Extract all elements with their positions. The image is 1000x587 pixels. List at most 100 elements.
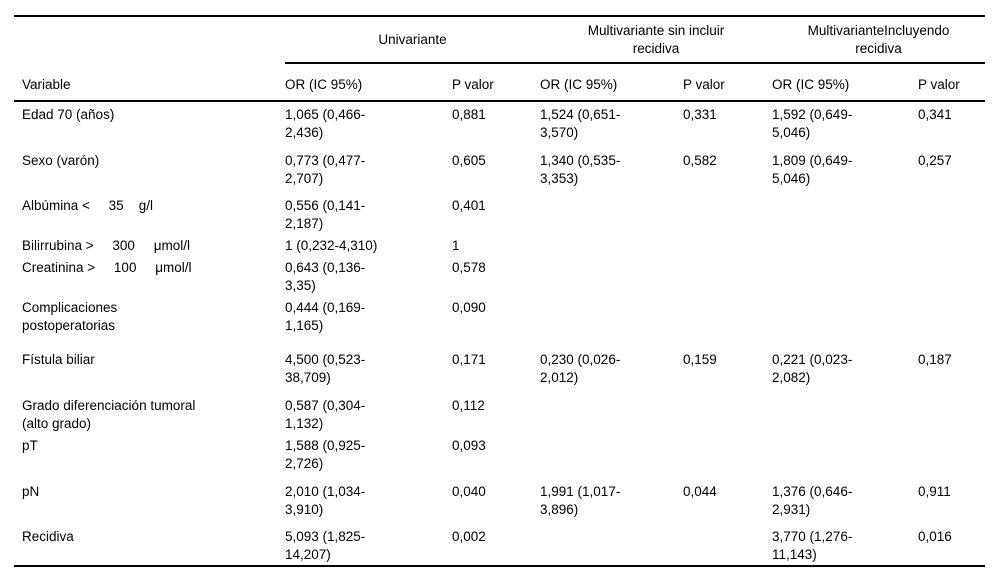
univariate-p-cell: 0,401 [452,198,486,213]
multivariate-incl-p-cell [918,233,985,255]
group-header-spacer [14,15,285,63]
multivariate-incl-or-cell [772,233,918,255]
variable-cell: Bilirrubina ˃ 300 μmol/l [22,238,190,253]
multivariate-excl-p-cell [683,233,772,255]
table-row-creatinina: Creatinina > 100 μmol/l 0,643 (0,136- 3,… [14,255,985,295]
univariate-or-cell: 0,643 (0,136- 3,35) [285,260,366,293]
variable-cell: Complicaciones postoperatorias [22,300,118,333]
multivariate-excl-or-cell [540,233,683,255]
multivariate-excl-or-cell: 1,524 (0,651- 3,570) [540,107,621,140]
multivariate-incl-or-cell: 1,592 (0,649- 5,046) [772,107,853,140]
univariate-p-cell: 0,002 [452,524,541,567]
column-header-or-multivariante-incl: OR (IC 95%) [772,63,919,102]
multivariate-excl-or-cell [540,524,684,567]
multivariate-incl-or-cell [772,393,918,433]
multivariate-excl-p-cell [683,193,772,233]
variable-cell: pN [22,484,40,499]
univariate-or-cell: 2,010 (1,034- 3,910) [285,484,366,517]
univariate-p-cell: 0,112 [452,398,485,413]
table-row-pn: pN 2,010 (1,034- 3,910) 0,040 1,991 (1,0… [14,479,985,524]
multivariate-incl-or-cell [772,255,918,295]
multivariate-excl-or-cell: 1,991 (1,017- 3,896) [540,484,621,517]
variable-cell: Sexo (varón) [22,153,100,168]
multivariate-incl-or-cell: 1,809 (0,649- 5,046) [772,153,853,186]
multivariate-excl-p-cell [683,524,773,567]
multivariate-incl-p-cell: 0,187 [918,352,952,367]
univariate-or-cell: 0,444 (0,169- 1,165) [285,300,366,333]
multivariate-incl-p-cell [918,255,985,295]
univariate-p-cell: 0,171 [452,352,486,367]
multivariate-excl-or-cell [540,193,683,233]
table-row-edad: Edad 70 (años) 1,065 (0,466- 2,436) 0,88… [14,101,985,148]
multivariate-incl-p-cell [918,393,985,433]
univariate-or-cell: 0,556 (0,141- 2,187) [285,198,366,231]
multivariate-excl-or-cell [540,433,683,479]
multivariate-excl-p-cell [683,393,772,433]
multivariate-excl-or-cell: 0,230 (0,026- 2,012) [540,352,621,385]
multivariate-incl-p-cell: 0,016 [918,524,986,567]
table-row-pt: pT 1,588 (0,925- 2,726) 0,093 [14,433,985,479]
column-header-variable: Variable [14,63,285,102]
multivariate-incl-p-cell [918,295,985,347]
multivariate-incl-or-cell: 0,221 (0,023- 2,082) [772,352,853,385]
odds-ratio-results-table: Univariante Multivariante sin incluir re… [14,15,986,567]
variable-cell: Fístula biliar [22,352,95,367]
univariate-p-cell: 1 [452,238,460,253]
multivariate-excl-p-cell: 0,331 [683,107,717,122]
multivariate-incl-or-cell [772,193,918,233]
multivariate-excl-p-cell [683,295,772,347]
column-header-or-univariante: OR (IC 95%) [285,63,452,102]
univariate-p-cell: 0,093 [452,438,486,453]
table-row-sexo: Sexo (varón) 0,773 (0,477- 2,707) 0,605 … [14,148,985,193]
table-row-albumina: Albúmina ˂ 35 g/l 0,556 (0,141- 2,187) 0… [14,193,985,233]
multivariate-excl-or-cell [540,255,683,295]
multivariate-excl-or-cell: 1,340 (0,535- 3,353) [540,153,621,186]
univariate-or-cell: 5,093 (1,825- 14,207) [285,524,452,567]
variable-cell: Albúmina ˂ 35 g/l [22,198,153,213]
column-header-p-multivariante-sin: P valor [683,63,773,102]
variable-cell: Edad 70 (años) [22,107,115,122]
univariate-or-cell: 1,065 (0,466- 2,436) [285,107,366,140]
group-header-multivariante-incluyendo-recidiva: MultivarianteIncluyendo recidiva [772,15,986,64]
table-row-fistula: Fístula biliar 4,500 (0,523- 38,709) 0,1… [14,347,985,393]
multivariate-excl-p-cell: 0,044 [683,484,717,499]
column-header-or-multivariante-sin: OR (IC 95%) [540,63,684,102]
multivariate-excl-p-cell: 0,159 [683,352,717,367]
table-row-recidiva: Recidiva 5,093 (1,825- 14,207) 0,002 3,7… [14,524,986,567]
univariate-p-cell: 0,605 [452,153,486,168]
multivariate-incl-p-cell: 0,257 [918,153,952,168]
table-row-complicaciones: Complicaciones postoperatorias 0,444 (0,… [14,295,985,347]
univariate-or-cell: 1,588 (0,925- 2,726) [285,438,366,471]
group-header-multivariante-sin-recidiva: Multivariante sin incluir recidiva [540,15,773,64]
univariate-p-cell: 0,090 [452,300,486,315]
table-row-grado: Grado diferenciación tumoral (alto grado… [14,393,985,433]
table-row-bilirrubina: Bilirrubina ˃ 300 μmol/l 1 (0,232-4,310)… [14,233,985,255]
group-header-row: Univariante Multivariante sin incluir re… [14,15,986,64]
multivariate-excl-or-cell [540,295,683,347]
multivariate-incl-p-cell: 0,911 [918,484,951,499]
column-header-row: Variable OR (IC 95%) P valor OR (IC 95%)… [14,63,986,102]
multivariate-excl-p-cell [683,255,772,295]
column-header-p-univariante: P valor [452,63,541,102]
multivariate-incl-or-cell [772,433,918,479]
multivariate-incl-p-cell [918,433,985,479]
variable-cell: Grado diferenciación tumoral (alto grado… [22,398,196,431]
univariate-or-cell: 0,773 (0,477- 2,707) [285,153,366,186]
multivariate-incl-or-cell: 3,770 (1,276- 11,143) [772,524,919,567]
multivariate-incl-p-cell [918,193,985,233]
multivariate-incl-p-cell: 0,341 [918,107,952,122]
multivariate-incl-or-cell: 1,376 (0,646- 2,931) [772,484,853,517]
multivariate-excl-p-cell: 0,582 [683,153,717,168]
variable-cell: pT [22,438,38,453]
univariate-p-cell: 0,578 [452,260,486,275]
column-header-p-multivariante-incl: P valor [918,63,986,102]
group-header-univariante: Univariante [285,15,541,64]
multivariate-excl-p-cell [683,433,772,479]
multivariate-incl-or-cell [772,295,918,347]
univariate-or-cell: 0,587 (0,304- 1,132) [285,398,366,431]
multivariate-excl-or-cell [540,393,683,433]
univariate-p-cell: 0,881 [452,107,486,122]
variable-cell: Creatinina > 100 μmol/l [22,260,192,275]
variable-cell: Recidiva [14,524,285,567]
univariate-or-cell: 1 (0,232-4,310) [285,238,378,253]
